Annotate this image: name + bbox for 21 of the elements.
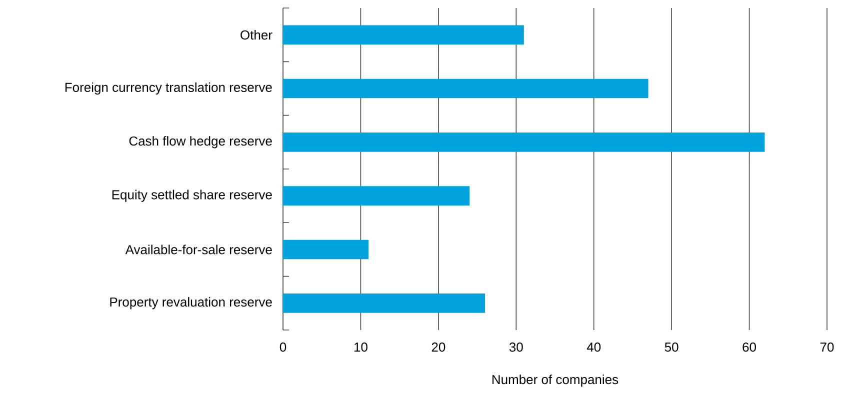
bar [283, 78, 648, 98]
bar [283, 25, 524, 44]
x-tick-label: 70 [820, 342, 834, 352]
bar [283, 186, 470, 206]
x-tick-label: 60 [742, 342, 756, 352]
y-tick-label: Property revaluation reserve [110, 297, 272, 310]
bar [283, 132, 765, 152]
y-tick-label: Equity settled share reserve [112, 190, 272, 202]
x-tick-label: 40 [586, 342, 601, 352]
bar [283, 294, 486, 313]
x-tick-label: 30 [509, 342, 523, 352]
y-tick-label: Other [240, 30, 272, 40]
y-tick-label: Available-for-sale reserve [125, 244, 272, 254]
x-tick-label: 20 [432, 342, 446, 352]
x-tick-label: 10 [354, 342, 368, 352]
x-tick-label: 50 [664, 342, 678, 352]
x-axis-title: Number of companies [492, 374, 618, 387]
x-tick-label: 0 [280, 342, 286, 352]
y-tick-label: Cash flow hedge reserve [129, 136, 272, 148]
bar [283, 240, 368, 260]
y-tick-label: Foreign currency translation reserve [65, 82, 272, 95]
